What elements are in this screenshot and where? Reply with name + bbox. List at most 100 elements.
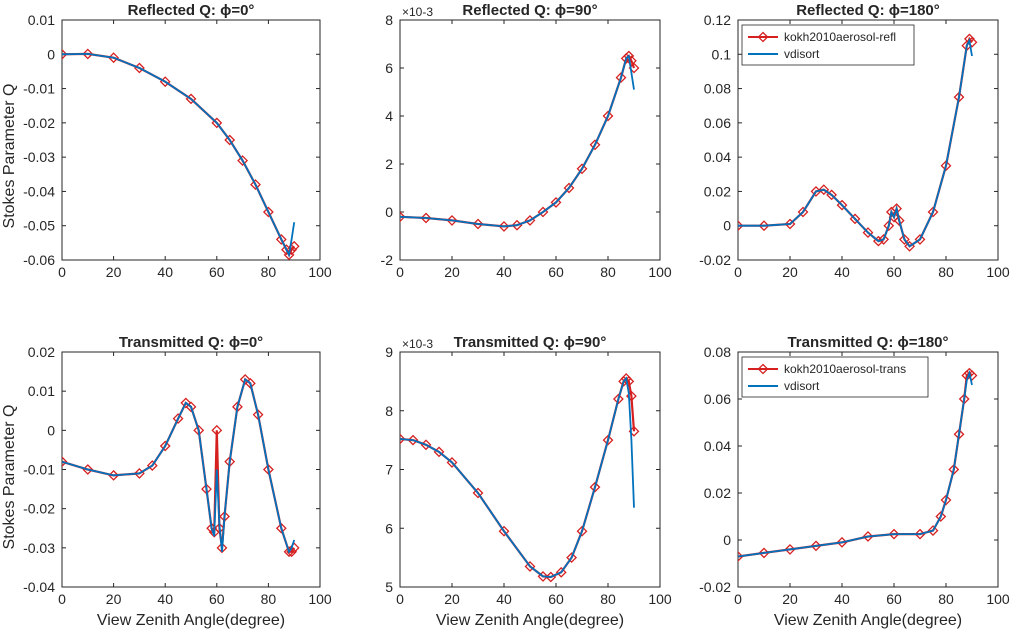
series-marker — [420, 212, 432, 224]
y-tick-label: 0.04 — [704, 438, 731, 454]
subplot-title: Reflected Q: ϕ=90° — [462, 2, 597, 19]
y-tick-label: 4 — [385, 108, 393, 124]
series-marker — [146, 460, 158, 472]
subplot-title: Reflected Q: ϕ=180° — [796, 2, 940, 19]
y-tick-label: -0.02 — [23, 501, 55, 517]
series-marker — [849, 213, 861, 225]
x-axis-label: View Zenith Angle(degree) — [774, 612, 962, 629]
x-tick-label: 40 — [496, 264, 512, 280]
x-tick-label: 20 — [782, 264, 798, 280]
series-marker — [211, 117, 223, 129]
subplot-1: 0 20 40 60 80 100 -0.06 -0.05 -0.04 -0.03 -0.02 -0.… — [23, 2, 332, 280]
y-tick-label: -0.03 — [23, 540, 55, 556]
series-marker — [589, 139, 601, 151]
series-marker — [524, 561, 536, 572]
legend-box — [741, 24, 915, 66]
series-line-vdisort — [738, 369, 973, 558]
series-marker — [738, 220, 744, 232]
y-tick-label: 0.1 — [712, 46, 732, 62]
y-tick-label: 0.06 — [704, 115, 731, 131]
series-marker — [589, 481, 601, 493]
plot-area — [738, 33, 978, 252]
y-tick-label: 9 — [385, 344, 393, 360]
x-tick-label: 100 — [308, 591, 332, 607]
series-marker — [82, 48, 94, 60]
series-marker — [275, 522, 287, 534]
subplot-title: Reflected Q: ϕ=0° — [128, 2, 255, 19]
x-tick-label: 20 — [106, 264, 122, 280]
y-tick-label: -0.06 — [23, 252, 55, 268]
y-tick-label: 6 — [385, 520, 393, 536]
series-marker — [862, 227, 874, 238]
y-tick-label: 0 — [47, 46, 55, 62]
x-tick-label: 80 — [600, 591, 616, 607]
series-line-vdisort — [738, 37, 973, 248]
series-marker — [498, 220, 510, 232]
series-marker — [159, 440, 171, 452]
series-marker — [914, 234, 926, 245]
series-line-vdisort — [400, 376, 635, 578]
series-marker — [576, 525, 588, 537]
legend: kokh2010aerosol-trans vdisort — [741, 356, 929, 398]
series-marker — [400, 433, 406, 445]
series-marker — [898, 234, 910, 245]
series-marker — [948, 464, 960, 475]
y-tick-label: 0.08 — [704, 344, 731, 360]
x-tick-label: 60 — [209, 591, 225, 607]
y-tick-label: 6 — [385, 60, 393, 76]
x-tick-label: 60 — [886, 264, 902, 280]
plot-area — [400, 373, 640, 583]
x-tick-label: 0 — [734, 591, 742, 607]
subplot-4: 0 20 40 60 80 100 -0.04 -0.03 -0.02 -0.01 0 0.01 0.0… — [23, 334, 332, 629]
y-tick-label: 0.02 — [704, 485, 731, 501]
x-tick-label: 80 — [938, 264, 954, 280]
plot-area — [62, 373, 300, 558]
x-tick-label: 60 — [548, 264, 564, 280]
series-marker — [862, 531, 874, 542]
series-marker — [62, 48, 68, 60]
y-axis-label-bottom: Stokes Parameter Q — [1, 405, 18, 550]
series-marker — [172, 413, 184, 425]
x-tick-label: 0 — [58, 264, 66, 280]
y-tick-label: -0.03 — [23, 149, 55, 165]
series-marker — [563, 182, 575, 194]
y-tick-label: 0 — [723, 218, 731, 234]
series-marker — [797, 206, 809, 218]
axis-multiplier: ×10-3 — [402, 337, 433, 351]
series-line-vdisort — [62, 377, 296, 554]
x-axis-label: View Zenith Angle(degree) — [97, 612, 285, 629]
series-marker — [286, 244, 298, 256]
series-marker — [883, 220, 895, 232]
legend-marker — [757, 31, 769, 43]
series-marker — [758, 547, 770, 559]
x-tick-label: 80 — [600, 264, 616, 280]
x-tick-label: 0 — [58, 591, 66, 607]
y-tick-label: 0.02 — [28, 344, 55, 360]
x-tick-label: 100 — [648, 591, 672, 607]
y-tick-label: -0.02 — [23, 115, 55, 131]
series-marker — [108, 52, 120, 64]
plot-area — [62, 48, 300, 260]
series-marker — [602, 110, 614, 122]
x-tick-label: 0 — [396, 591, 404, 607]
y-tick-label: 0.01 — [28, 383, 55, 399]
series-marker — [784, 218, 796, 230]
x-tick-label: 40 — [834, 264, 850, 280]
subplot-title: Transmitted Q: ϕ=0° — [119, 334, 263, 351]
y-tick-label: 0.08 — [704, 81, 731, 97]
x-tick-label: 0 — [734, 264, 742, 280]
legend-box — [741, 356, 929, 398]
y-tick-label: -0.01 — [23, 81, 55, 97]
series-marker — [400, 211, 406, 223]
x-tick-label: 100 — [986, 264, 1010, 280]
x-tick-label: 60 — [209, 264, 225, 280]
axis-multiplier: ×10-3 — [402, 5, 433, 19]
axes-box — [61, 351, 321, 588]
x-tick-label: 40 — [834, 591, 850, 607]
series-marker — [446, 214, 458, 226]
x-tick-label: 80 — [938, 591, 954, 607]
series-marker — [818, 184, 830, 196]
series-marker — [262, 206, 274, 218]
y-tick-label: 0 — [47, 422, 55, 438]
